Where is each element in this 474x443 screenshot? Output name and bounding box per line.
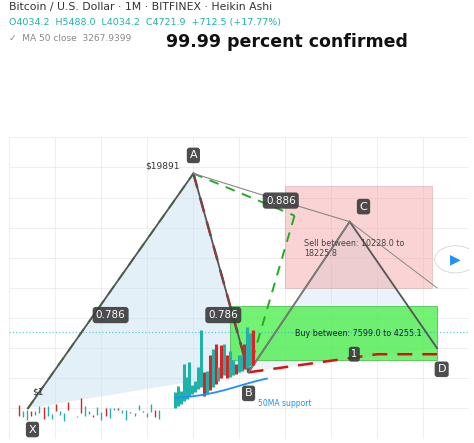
Text: $19891: $19891 (145, 161, 180, 171)
Text: Sell between: 10228.0 to
18225.8: Sell between: 10228.0 to 18225.8 (304, 239, 404, 258)
Text: ✓  MA 50 close  3267.9399: ✓ MA 50 close 3267.9399 (9, 34, 132, 43)
Text: ▶: ▶ (450, 253, 461, 266)
Text: $1: $1 (32, 387, 44, 396)
Text: 0.786: 0.786 (96, 310, 126, 320)
Text: O4034.2  H5488.0  L4034.2  C4721.9  +712.5 (+17.77%): O4034.2 H5488.0 L4034.2 C4721.9 +712.5 (… (9, 18, 282, 27)
Circle shape (435, 246, 474, 273)
Text: X: X (28, 424, 36, 435)
Text: A: A (190, 151, 197, 160)
Text: C: C (360, 202, 367, 212)
Text: 0.886: 0.886 (266, 196, 296, 206)
Bar (285, 186, 432, 288)
Text: 1: 1 (351, 349, 357, 359)
Text: Bitcoin / U.S. Dollar · 1M · BITFINEX · Heikin Ashi: Bitcoin / U.S. Dollar · 1M · BITFINEX · … (9, 2, 273, 12)
Text: 50MA support: 50MA support (258, 400, 311, 408)
Polygon shape (28, 174, 248, 408)
Bar (230, 306, 437, 360)
Text: D: D (438, 364, 446, 374)
Polygon shape (248, 222, 437, 372)
Text: Buy between: 7599.0 to 4255.1: Buy between: 7599.0 to 4255.1 (294, 329, 421, 338)
Text: 0.786: 0.786 (209, 310, 238, 320)
Text: B: B (245, 389, 252, 398)
Text: 99.99 percent confirmed: 99.99 percent confirmed (166, 33, 408, 51)
